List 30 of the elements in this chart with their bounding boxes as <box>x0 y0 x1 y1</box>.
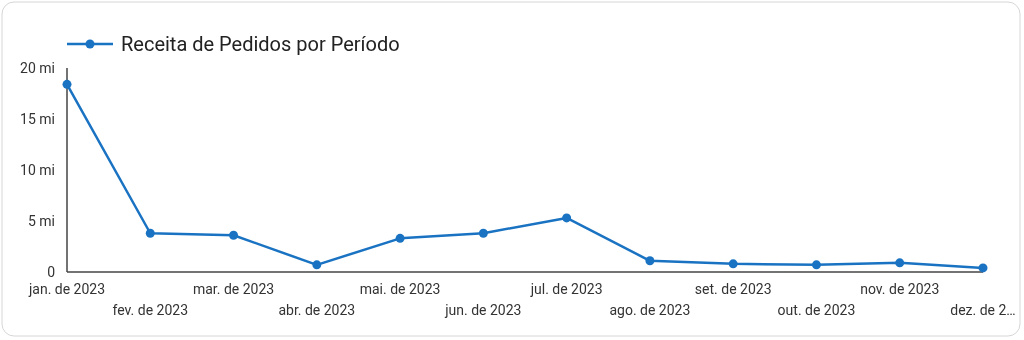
x-tick-label: mar. de 2023 <box>192 281 275 297</box>
x-tick-label: jun. de 2023 <box>444 302 522 318</box>
point <box>229 230 239 240</box>
x-tick-label: mai. de 2023 <box>359 281 441 297</box>
x-tick-label: ago. de 2023 <box>609 302 691 318</box>
point <box>145 228 155 238</box>
point <box>978 263 988 273</box>
x-tick-label: dez. de 2… <box>950 302 1016 318</box>
x-tick-label: nov. de 2023 <box>860 281 940 297</box>
x-tick-label: abr. de 2023 <box>278 302 356 318</box>
point <box>895 258 905 268</box>
x-tick-label: set. de 2023 <box>694 281 772 297</box>
x-tick-label: jul. de 2023 <box>529 281 603 297</box>
point <box>728 259 738 269</box>
point <box>562 213 572 223</box>
point <box>312 260 322 270</box>
x-tick-label: fev. de 2023 <box>112 302 189 318</box>
point <box>645 256 655 266</box>
legend-label: Receita de Pedidos por Período <box>121 32 400 56</box>
y-tick-label: 5 mi <box>27 212 55 229</box>
y-tick-label: 0 <box>47 263 56 280</box>
y-tick-label: 20 mi <box>20 59 55 76</box>
point <box>62 79 72 89</box>
y-tick-label: 10 mi <box>20 161 55 178</box>
x-tick-label: out. de 2023 <box>777 302 856 318</box>
point <box>811 260 821 270</box>
point <box>478 228 488 238</box>
x-tick-label: jan. de 2023 <box>27 281 106 297</box>
point <box>395 233 405 243</box>
y-tick-label: 15 mi <box>20 110 55 127</box>
